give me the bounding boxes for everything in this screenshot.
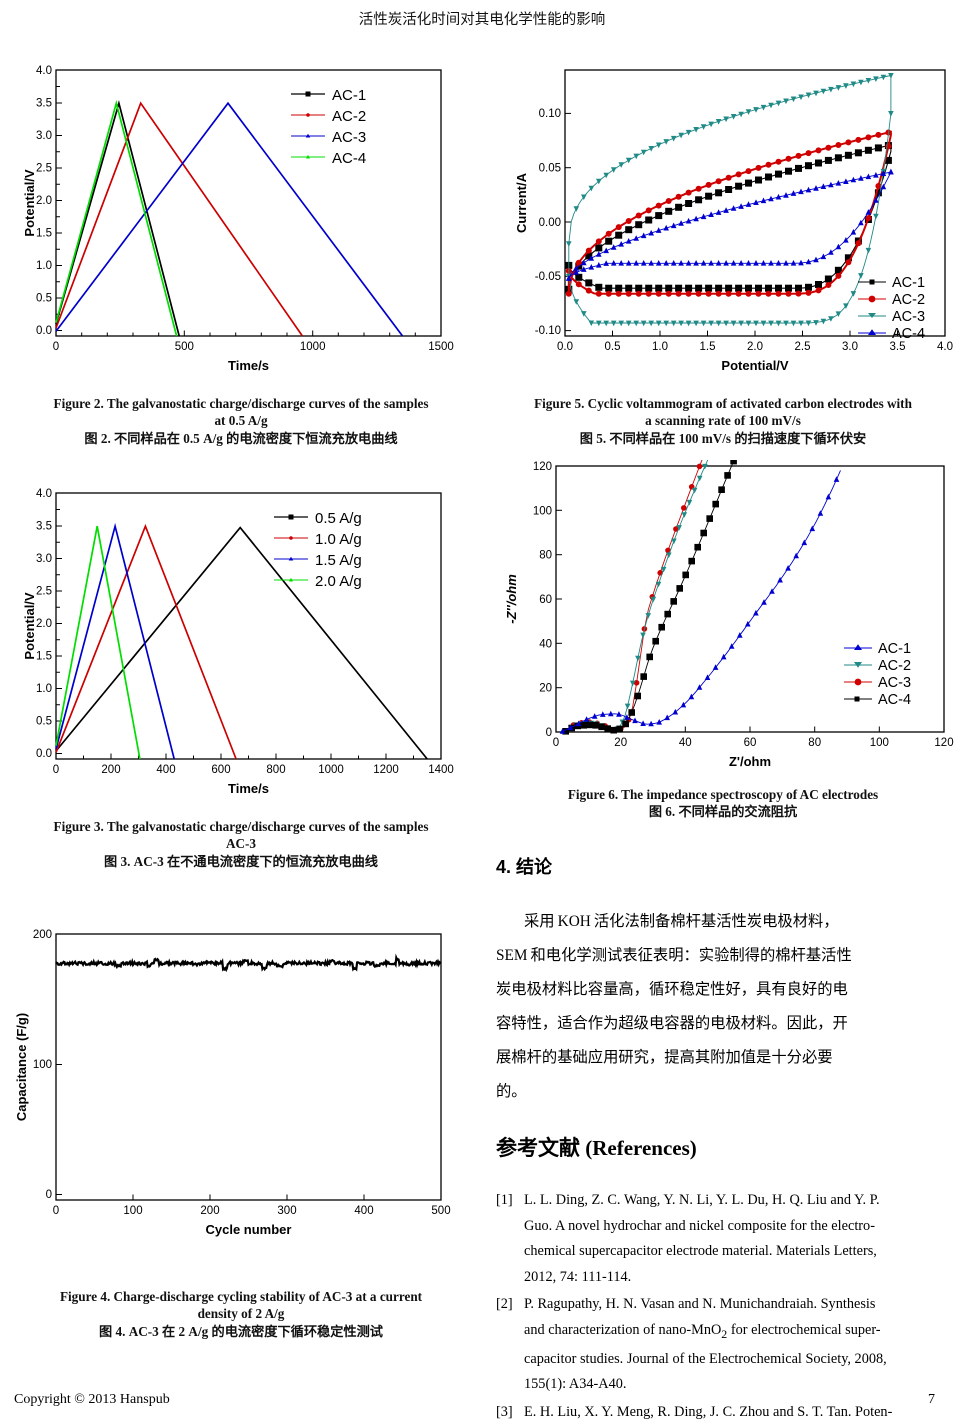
svg-text:20: 20	[539, 683, 552, 695]
svg-text:0.5 A/g: 0.5 A/g	[315, 510, 362, 527]
svg-text:-0.10: -0.10	[535, 325, 561, 337]
svg-text:4.0: 4.0	[36, 488, 52, 500]
svg-text:0.05: 0.05	[539, 163, 561, 175]
svg-text:-Z''/ohm: -Z''/ohm	[504, 574, 519, 624]
svg-text:Z'/ohm: Z'/ohm	[729, 754, 771, 769]
svg-text:AC-4: AC-4	[878, 692, 911, 708]
svg-text:40: 40	[679, 737, 692, 749]
svg-text:2.0: 2.0	[747, 341, 763, 353]
svg-text:2.5: 2.5	[36, 163, 52, 175]
svg-text:0: 0	[53, 764, 59, 776]
svg-text:0: 0	[46, 1189, 52, 1201]
svg-text:200: 200	[200, 1205, 219, 1217]
svg-text:500: 500	[175, 341, 194, 353]
svg-text:200: 200	[33, 929, 52, 941]
svg-text:Potential/V: Potential/V	[721, 358, 789, 373]
svg-text:100: 100	[533, 505, 552, 517]
svg-text:0: 0	[553, 737, 559, 749]
svg-text:1.5: 1.5	[700, 341, 716, 353]
svg-text:AC-1: AC-1	[332, 87, 366, 104]
svg-text:AC-1: AC-1	[892, 275, 925, 291]
svg-text:1500: 1500	[428, 341, 454, 353]
svg-text:0.5: 0.5	[605, 341, 621, 353]
svg-text:1.5: 1.5	[36, 228, 52, 240]
svg-text:0.5: 0.5	[36, 716, 52, 728]
svg-text:-0.05: -0.05	[535, 271, 561, 283]
svg-text:AC-3: AC-3	[332, 129, 366, 146]
svg-text:1.0 A/g: 1.0 A/g	[315, 531, 362, 548]
svg-text:0.00: 0.00	[539, 217, 561, 229]
svg-text:2.5: 2.5	[795, 341, 811, 353]
svg-text:AC-2: AC-2	[332, 108, 366, 125]
svg-text:AC-4: AC-4	[332, 150, 366, 167]
svg-text:Capacitance (F/g): Capacitance (F/g)	[14, 1013, 29, 1121]
svg-text:800: 800	[266, 764, 285, 776]
svg-text:400: 400	[156, 764, 175, 776]
svg-text:AC-2: AC-2	[892, 292, 925, 308]
svg-text:AC-3: AC-3	[878, 675, 911, 691]
svg-text:120: 120	[533, 461, 552, 473]
svg-text:0.0: 0.0	[557, 341, 573, 353]
svg-text:100: 100	[870, 737, 889, 749]
svg-text:Time/s: Time/s	[228, 781, 269, 796]
svg-text:2.0: 2.0	[36, 195, 52, 207]
svg-text:0: 0	[53, 341, 59, 353]
svg-text:0.5: 0.5	[36, 293, 52, 305]
svg-text:3.0: 3.0	[36, 553, 52, 565]
svg-text:AC-4: AC-4	[892, 326, 925, 342]
svg-text:AC-2: AC-2	[878, 658, 911, 674]
svg-text:4.0: 4.0	[36, 65, 52, 77]
svg-text:1.0: 1.0	[36, 683, 52, 695]
svg-text:1.5: 1.5	[36, 651, 52, 663]
svg-text:2.5: 2.5	[36, 586, 52, 598]
svg-text:1.0: 1.0	[652, 341, 668, 353]
svg-text:100: 100	[123, 1205, 142, 1217]
svg-text:2.0: 2.0	[36, 618, 52, 630]
svg-text:0.10: 0.10	[539, 108, 561, 120]
svg-text:80: 80	[808, 737, 821, 749]
svg-text:Cycle number: Cycle number	[206, 1222, 292, 1237]
svg-text:4.0: 4.0	[937, 341, 953, 353]
svg-text:3.0: 3.0	[842, 341, 858, 353]
svg-text:AC-3: AC-3	[892, 309, 925, 325]
svg-text:200: 200	[101, 764, 120, 776]
svg-text:40: 40	[539, 638, 552, 650]
svg-text:1.0: 1.0	[36, 260, 52, 272]
svg-text:80: 80	[539, 550, 552, 562]
svg-text:3.5: 3.5	[890, 341, 906, 353]
svg-text:1400: 1400	[428, 764, 454, 776]
svg-text:100: 100	[33, 1059, 52, 1071]
svg-text:300: 300	[277, 1205, 296, 1217]
svg-text:3.0: 3.0	[36, 130, 52, 142]
svg-text:3.5: 3.5	[36, 98, 52, 110]
svg-text:60: 60	[539, 594, 552, 606]
svg-text:20: 20	[614, 737, 627, 749]
svg-text:120: 120	[934, 737, 953, 749]
svg-text:0: 0	[53, 1205, 59, 1217]
svg-text:600: 600	[211, 764, 230, 776]
svg-text:1.5 A/g: 1.5 A/g	[315, 552, 362, 569]
svg-text:0: 0	[546, 727, 552, 739]
svg-text:Potential/V: Potential/V	[22, 592, 37, 660]
svg-text:Time/s: Time/s	[228, 358, 269, 373]
svg-text:500: 500	[431, 1205, 450, 1217]
svg-text:Potential/V: Potential/V	[22, 169, 37, 237]
svg-text:1000: 1000	[300, 341, 326, 353]
svg-text:3.5: 3.5	[36, 521, 52, 533]
svg-text:60: 60	[744, 737, 757, 749]
svg-text:Current/A: Current/A	[514, 172, 529, 233]
svg-text:0.0: 0.0	[36, 325, 52, 337]
svg-text:2.0 A/g: 2.0 A/g	[315, 573, 362, 590]
svg-text:AC-1: AC-1	[878, 641, 911, 657]
svg-text:1200: 1200	[373, 764, 399, 776]
svg-text:1000: 1000	[318, 764, 344, 776]
svg-text:400: 400	[354, 1205, 373, 1217]
svg-text:0.0: 0.0	[36, 748, 52, 760]
